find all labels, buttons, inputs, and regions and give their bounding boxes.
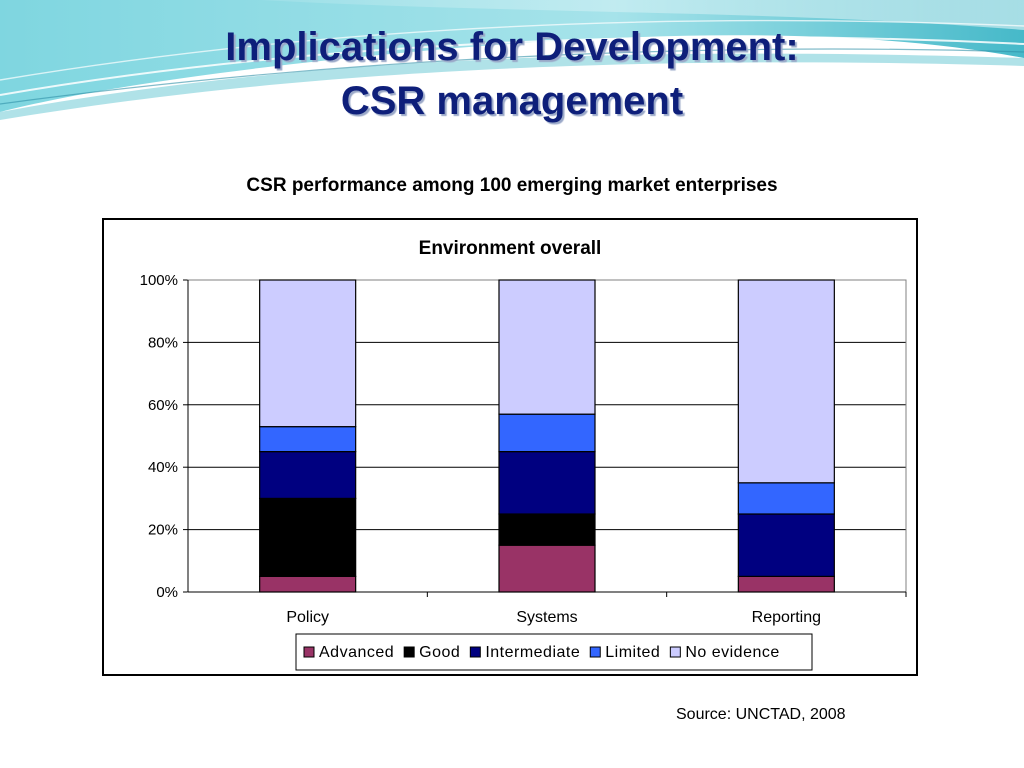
bar-segment-reporting-advanced: [737, 575, 835, 593]
bar-segment-systems-intermediate: [498, 451, 596, 515]
x-tick-label: Policy: [286, 609, 329, 626]
legend-swatch-no-evidence: [669, 646, 681, 658]
legend-label: No evidence: [685, 644, 779, 661]
y-tick-label: 0%: [156, 584, 178, 601]
slide-title-line-1: Implications for Development:: [225, 25, 799, 69]
bar-segment-policy-advanced: [259, 575, 357, 593]
legend-swatch-good: [403, 646, 415, 658]
legend-box: [295, 633, 813, 671]
legend-swatch-limited: [589, 646, 601, 658]
bar-segment-reporting-no-evidence: [737, 279, 835, 484]
legend-label: Good: [419, 644, 460, 661]
bar-segment-policy-intermediate: [259, 451, 357, 500]
bar-segment-reporting-intermediate: [737, 513, 835, 578]
y-tick-label: 20%: [148, 522, 178, 539]
y-tick-label: 80%: [148, 334, 178, 351]
bar-segment-policy-good: [259, 497, 357, 577]
bar-segment-policy-no-evidence: [259, 279, 357, 428]
chart-title: Environment overall: [419, 238, 602, 259]
y-tick-label: 40%: [148, 459, 178, 476]
legend-swatch-intermediate: [469, 646, 481, 658]
y-tick-label: 100%: [140, 272, 178, 289]
bar-segment-systems-advanced: [498, 544, 596, 593]
stacked-bar-chart: Environment overall 0% 20% 40% 60% 80% 100% Pol…: [140, 238, 907, 671]
chart-frame: Environment overall 0% 20% 40% 60% 80% 100% Pol…: [102, 218, 918, 676]
slide-title-line-2: CSR management: [340, 79, 684, 123]
bar-segment-systems-limited: [498, 413, 596, 453]
legend-label: Limited: [605, 644, 660, 661]
bar-segment-reporting-limited: [737, 482, 835, 515]
bar-segment-systems-no-evidence: [498, 279, 596, 415]
legend-label: Advanced: [319, 644, 394, 661]
legend-swatch-advanced: [303, 646, 315, 658]
x-tick-label: Systems: [516, 609, 577, 626]
bar-segment-policy-limited: [259, 426, 357, 453]
source-note: Source: UNCTAD, 2008: [676, 706, 846, 723]
bar-segment-systems-good: [498, 513, 596, 546]
legend-label: Intermediate: [485, 644, 580, 661]
y-tick-label: 60%: [148, 397, 178, 414]
x-tick-label: Reporting: [752, 609, 821, 626]
chart-subtitle: CSR performance among 100 emerging marke…: [246, 175, 778, 196]
